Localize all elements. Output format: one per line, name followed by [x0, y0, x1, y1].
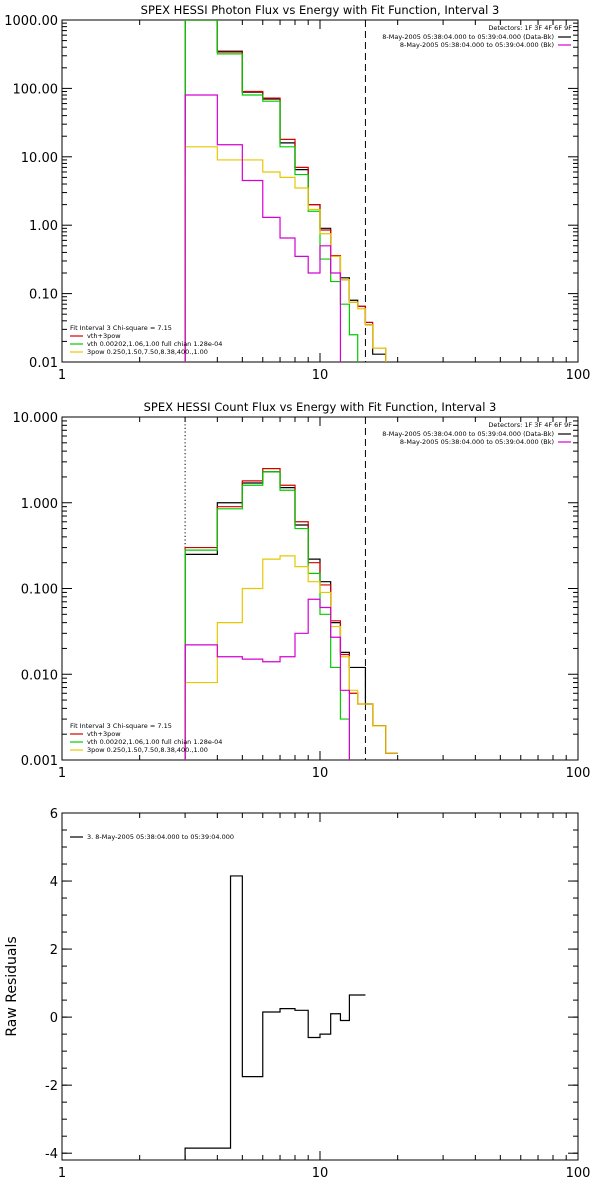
detectors-label: Detectors: 1F 3F 4F 6F 9F: [488, 24, 572, 32]
legend-left-entry: vth 0.00202,1.06,1.00 full chian 1.28e-0…: [87, 340, 222, 348]
legend-left-header: Fit Interval 3 Chi-square = 7.15: [70, 324, 172, 332]
series-histogram-4: [184, 555, 398, 760]
legend-left-entry: 3pow 0.250,1.50,7.50,8.38,400.,1.00: [87, 348, 208, 356]
series-histogram-3: [184, 471, 350, 760]
y-tick-label: 6: [50, 807, 58, 822]
y-tick-label: 0.10: [29, 288, 58, 303]
y-tick-label: 1000.00: [4, 14, 58, 29]
legend-right-entry: 8-May-2005 05:38:04.000 to 05:39:04.000 …: [382, 430, 554, 438]
axes-frame: [61, 812, 579, 1161]
x-tick-label: 10: [312, 766, 329, 781]
legend-right-entry: 8-May-2005 05:38:04.000 to 05:39:04.000 …: [400, 438, 554, 446]
legend-left-header: Fit Interval 3 Chi-square = 7.15: [70, 722, 172, 730]
x-tick-label: 100: [566, 1166, 591, 1181]
y-tick-label: -4: [45, 1147, 58, 1162]
y-tick-label: 10.00: [21, 151, 58, 166]
chart-title: SPEX HESSI Photon Flux vs Energy with Fi…: [141, 3, 500, 17]
detectors-label: Detectors: 1F 3F 4F 6F 9F: [488, 421, 572, 429]
series-histogram-4: [184, 146, 387, 362]
axes-frame: [61, 19, 579, 363]
panel-3: 1 10 100 -4 -2 0 2 4 6 Raw Residuals 3. 8-May-2005…: [4, 807, 590, 1181]
y-tick-label: 2: [50, 943, 58, 958]
y-tick-label: 10.000: [13, 411, 59, 426]
y-tick-label: 0.001: [21, 754, 58, 769]
series-histogram-3: [184, 20, 359, 362]
legend-left-entry: 3pow 0.250,1.50,7.50,8.38,400.,1.00: [87, 746, 208, 754]
series-histogram-1: [184, 875, 366, 1160]
y-tick-label: 0.010: [21, 668, 58, 683]
legend-right-entry: 8-May-2005 05:38:04.000 to 05:39:04.000 …: [382, 33, 554, 41]
legend-left-entry: vth 0.00202,1.06,1.00 full chian 1.28e-0…: [87, 738, 222, 746]
y-tick-label: 1.00: [29, 219, 58, 234]
y-tick-label: 1.000: [21, 497, 58, 512]
panel-2: SPEX HESSI Count Flux vs Energy with Fit…: [13, 400, 591, 781]
x-tick-label: 1: [58, 368, 66, 383]
series-histogram-5: [184, 598, 350, 760]
legend-left-entry: 3. 8-May-2005 05:38:04.000 to 05:39:04.0…: [87, 833, 234, 841]
y-tick-label: 100.00: [13, 82, 59, 97]
x-tick-label: 1: [58, 766, 66, 781]
y-tick-label: -2: [45, 1079, 58, 1094]
y-tick-label: 4: [50, 875, 58, 890]
legend-left-entry: vth+3pow: [87, 730, 121, 738]
y-axis-label: Raw Residuals: [4, 936, 20, 1036]
y-tick-label: 0.01: [29, 356, 58, 371]
x-tick-label: 100: [566, 766, 591, 781]
x-tick-label: 100: [566, 368, 591, 383]
y-tick-label: 0: [50, 1011, 58, 1026]
chart-title: SPEX HESSI Count Flux vs Energy with Fit…: [144, 400, 497, 414]
x-tick-label: 10: [312, 1166, 329, 1181]
x-tick-label: 10: [312, 368, 329, 383]
x-tick-label: 1: [58, 1166, 66, 1181]
series-histogram-5: [184, 94, 342, 362]
y-tick-label: 0.100: [21, 583, 58, 598]
legend-right-entry: 8-May-2005 05:38:04.000 to 05:39:04.000 …: [400, 41, 554, 49]
panel-1: SPEX HESSI Photon Flux vs Energy with Fi…: [4, 3, 590, 383]
legend-left-entry: vth+3pow: [87, 332, 121, 340]
